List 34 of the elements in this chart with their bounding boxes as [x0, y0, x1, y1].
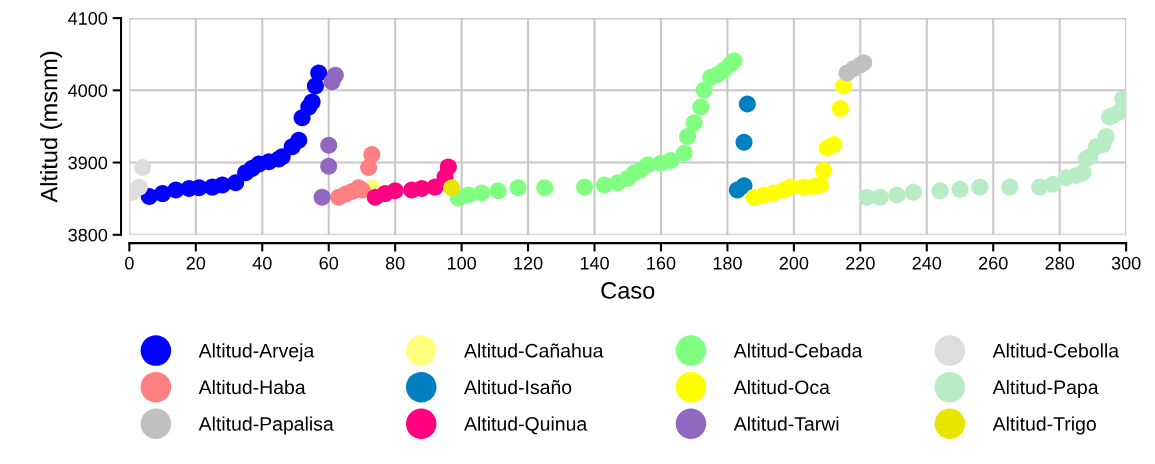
x-tick-label: 140 — [580, 256, 609, 270]
y-tick-label: 3900 — [68, 156, 108, 170]
legend-label: Altitud-Quinua — [464, 416, 588, 435]
legend-label: Altitud-Tarwi — [733, 416, 839, 431]
x-tick-label: 260 — [979, 256, 1008, 270]
legend-label: Altitud-Oca — [733, 379, 830, 395]
y-tick-label: 3800 — [68, 228, 108, 242]
legend-label: Altitud-Trigo — [992, 416, 1096, 435]
y-tick-label: 4100 — [68, 12, 108, 25]
x-tick-label: 100 — [447, 256, 476, 270]
x-tick-label: 40 — [252, 256, 272, 270]
x-tick-label: 60 — [319, 256, 339, 270]
y-tick-label: 4000 — [68, 84, 108, 98]
legend-label: Altitud-Isaño — [464, 379, 572, 395]
legend-label: Altitud-Arveja — [198, 343, 315, 362]
x-tick-label: 0 — [125, 256, 134, 270]
x-tick-label: 180 — [713, 256, 742, 270]
x-tick-label: 200 — [779, 256, 809, 270]
x-tick-label: 300 — [1111, 256, 1141, 270]
y-axis-title: Altitud (msnm) — [40, 51, 63, 203]
x-tick-label: 160 — [647, 256, 676, 270]
legend-label: Altitud-Papa — [992, 379, 1099, 399]
legend-label: Altitud-Cañahua — [464, 343, 604, 358]
legend-label: Altitud-Cebada — [733, 343, 863, 358]
x-tick-label: 20 — [186, 256, 206, 270]
legend-label: Altitud-Papalisa — [198, 416, 334, 435]
x-tick-label: 220 — [846, 256, 875, 270]
legend-label: Altitud-Cebolla — [992, 343, 1120, 358]
x-tick-label: 240 — [912, 256, 942, 270]
legend-label: Altitud-Haba — [198, 379, 306, 395]
x-tick-label: 80 — [385, 256, 405, 270]
x-axis-title: Caso — [601, 282, 655, 299]
x-tick-label: 120 — [514, 256, 543, 270]
x-tick-label: 280 — [1045, 256, 1075, 270]
